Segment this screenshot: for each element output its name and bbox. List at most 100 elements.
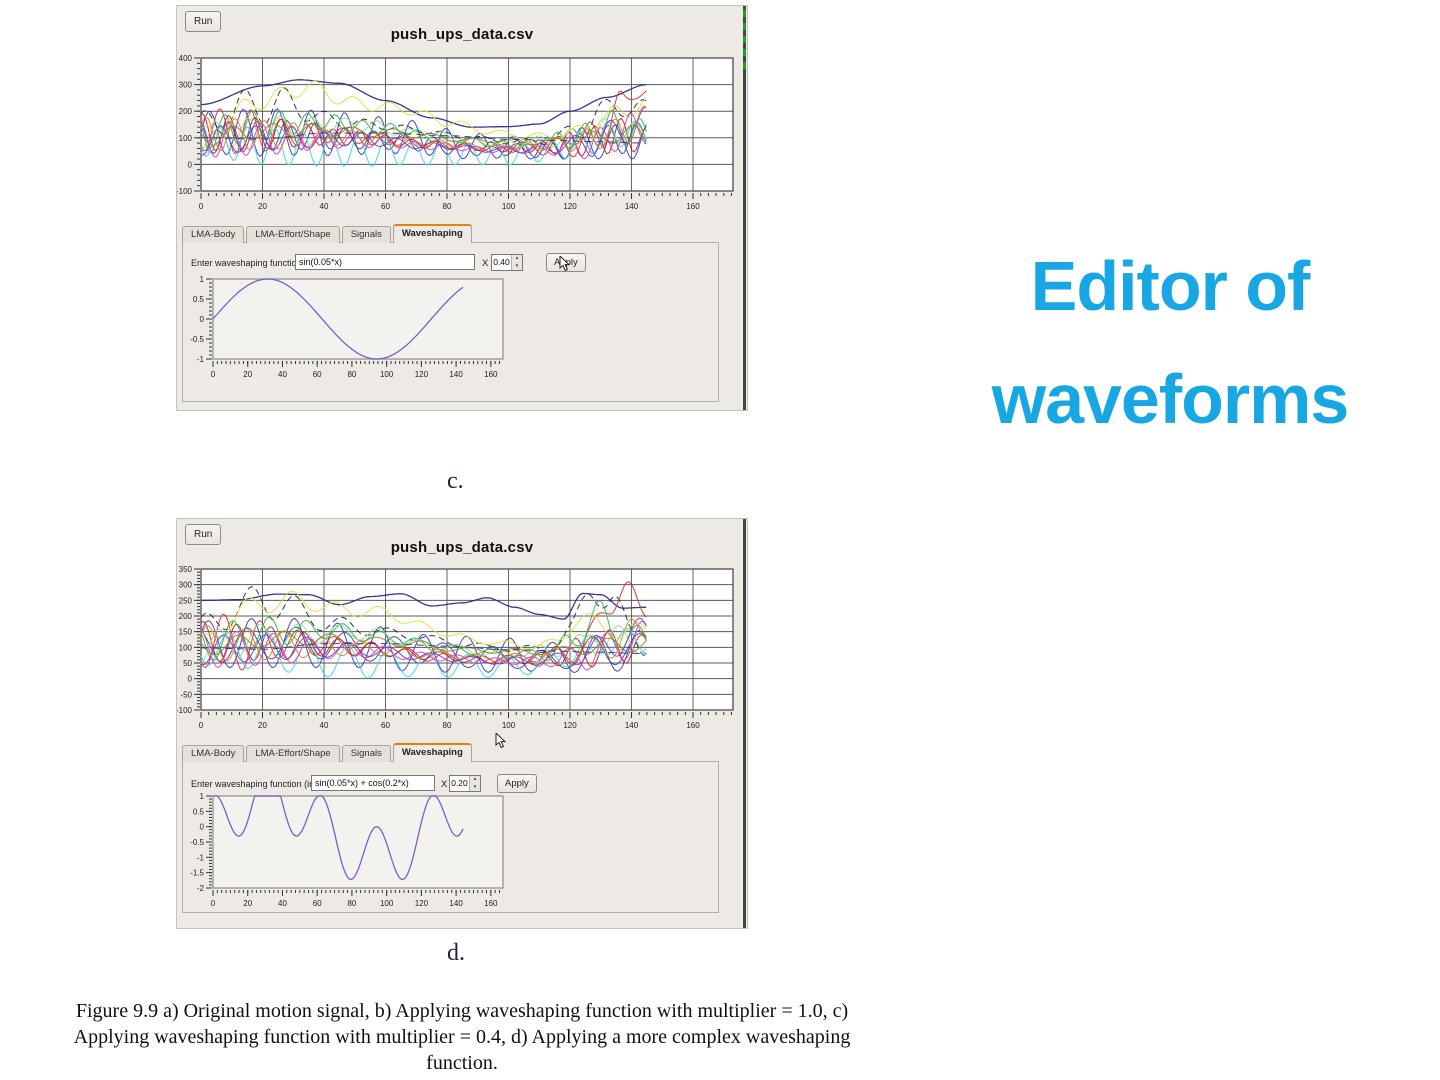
multiplier-x-label: X: [482, 258, 489, 269]
tab-lma-effort-shape[interactable]: LMA-Effort/Shape: [246, 226, 340, 243]
waveshaping-function-input[interactable]: [295, 254, 475, 270]
tab-waveshaping[interactable]: Waveshaping: [392, 224, 472, 243]
multiplier-spinner[interactable]: 0.40 ▲ ▼: [491, 254, 523, 271]
tab-lma-body[interactable]: LMA-Body: [182, 745, 245, 762]
svg-text:160: 160: [686, 202, 700, 211]
figure-part-label-c: c.: [447, 468, 464, 494]
svg-text:0: 0: [211, 899, 216, 908]
svg-text:20: 20: [243, 370, 252, 379]
tab-lma-effort-shape[interactable]: LMA-Effort/Shape: [246, 745, 340, 762]
run-button[interactable]: Run: [185, 524, 222, 545]
svg-text:40: 40: [278, 899, 287, 908]
waveshape-preview-chart-c: 0 20 40 60 80 100 120 140 160 1 0.5 0 -0.5 -1: [190, 275, 504, 379]
app-window-c: Run push_ups_data.csv 0 20 40 60 80 100 120 140…: [176, 5, 748, 411]
svg-text:100: 100: [380, 370, 394, 379]
svg-text:80: 80: [443, 202, 452, 211]
svg-text:20: 20: [258, 721, 267, 730]
svg-text:-2: -2: [197, 884, 205, 893]
run-button[interactable]: Run: [185, 11, 222, 32]
chart-title: push_ups_data.csv: [390, 539, 534, 556]
window-edge-divider: [743, 6, 746, 410]
svg-text:-1: -1: [197, 355, 205, 364]
svg-text:-100: -100: [177, 706, 193, 715]
svg-text:160: 160: [686, 721, 700, 730]
figure-caption: Figure 9.9 a) Original motion signal, b)…: [73, 1000, 851, 1074]
svg-text:250: 250: [179, 596, 193, 605]
svg-text:20: 20: [258, 202, 267, 211]
svg-text:20: 20: [243, 899, 252, 908]
svg-text:60: 60: [313, 899, 322, 908]
svg-text:0: 0: [199, 721, 204, 730]
spinner-down-icon[interactable]: ▼: [470, 783, 480, 791]
svg-text:-1: -1: [197, 853, 205, 862]
svg-text:40: 40: [320, 202, 329, 211]
svg-text:1: 1: [200, 792, 205, 801]
svg-text:120: 120: [563, 721, 577, 730]
apply-button[interactable]: Apply: [497, 774, 537, 793]
spinner-up-icon[interactable]: ▲: [470, 776, 480, 784]
slide-heading: Editor of waveforms: [991, 247, 1350, 438]
motion-signal-chart-d: 0 20 40 60 80 100 120 140 160 350 300 250 200 150 100 5…: [177, 565, 734, 730]
svg-text:300: 300: [179, 81, 193, 90]
chart-title: push_ups_data.csv: [390, 26, 534, 43]
svg-text:-0.5: -0.5: [190, 838, 204, 847]
tab-signals[interactable]: Signals: [341, 745, 391, 762]
svg-text:140: 140: [625, 721, 639, 730]
multiplier-x-label: X: [441, 779, 448, 790]
svg-text:100: 100: [502, 202, 516, 211]
svg-text:1: 1: [200, 275, 205, 284]
svg-text:0: 0: [200, 315, 205, 324]
spinner-down-icon[interactable]: ▼: [512, 262, 522, 270]
svg-text:300: 300: [179, 581, 193, 590]
motion-signal-chart-c: 0 20 40 60 80 100 120 140 160 400 300 200 100 0 -100: [177, 54, 734, 211]
svg-text:120: 120: [415, 370, 429, 379]
svg-text:120: 120: [563, 202, 577, 211]
waveshaping-panel: Enter waveshaping function (in x): X 0.4…: [182, 242, 719, 402]
svg-text:200: 200: [179, 612, 193, 621]
spinner-up-icon[interactable]: ▲: [512, 255, 522, 263]
waveshape-preview-chart-d: 0 20 40 60 80 100 120 140 160 1 0.5 0 -0.5 -1 -1.5 -2: [190, 792, 504, 908]
waveshaping-function-label: Enter waveshaping function (in x):: [191, 258, 327, 268]
svg-text:0: 0: [188, 675, 193, 684]
svg-text:100: 100: [179, 643, 193, 652]
svg-text:0.5: 0.5: [193, 295, 205, 304]
mouse-cursor-icon: [559, 256, 571, 272]
tab-signals[interactable]: Signals: [341, 226, 391, 243]
svg-text:120: 120: [415, 899, 429, 908]
multiplier-value: 0.20: [451, 778, 468, 788]
svg-text:-0.5: -0.5: [190, 335, 204, 344]
svg-text:160: 160: [484, 899, 498, 908]
svg-text:140: 140: [449, 370, 463, 379]
tab-bar: LMA-Body LMA-Effort/Shape Signals Wavesh…: [182, 224, 472, 243]
tab-waveshaping[interactable]: Waveshaping: [392, 743, 472, 762]
edge-selection-dashes: [743, 10, 746, 75]
app-window-d: Run push_ups_data.csv 0 20 40 60 80 100 120 140…: [176, 518, 748, 929]
figure-part-label-d: d.: [447, 940, 465, 966]
svg-text:80: 80: [443, 721, 452, 730]
tab-bar: LMA-Body LMA-Effort/Shape Signals Wavesh…: [182, 743, 472, 762]
svg-text:50: 50: [183, 659, 192, 668]
svg-text:-100: -100: [177, 187, 193, 196]
svg-text:200: 200: [179, 107, 193, 116]
svg-text:0: 0: [199, 202, 204, 211]
multiplier-value: 0.40: [493, 257, 510, 267]
svg-text:100: 100: [380, 899, 394, 908]
svg-text:0: 0: [211, 370, 216, 379]
tab-lma-body[interactable]: LMA-Body: [182, 226, 245, 243]
svg-text:60: 60: [381, 202, 390, 211]
svg-text:0: 0: [188, 160, 193, 169]
waveshaping-function-label: Enter waveshaping function (in x):: [191, 779, 327, 789]
svg-text:60: 60: [313, 370, 322, 379]
svg-text:100: 100: [179, 134, 193, 143]
svg-text:0.5: 0.5: [193, 807, 205, 816]
svg-text:0: 0: [200, 823, 205, 832]
svg-text:100: 100: [502, 721, 516, 730]
svg-text:60: 60: [381, 721, 390, 730]
svg-text:40: 40: [320, 721, 329, 730]
waveshaping-panel: Enter waveshaping function (in x): X 0.2…: [182, 761, 719, 913]
mouse-cursor-icon: [495, 733, 507, 749]
svg-text:40: 40: [278, 370, 287, 379]
multiplier-spinner[interactable]: 0.20 ▲ ▼: [449, 775, 481, 792]
waveshaping-function-input[interactable]: [311, 775, 435, 791]
